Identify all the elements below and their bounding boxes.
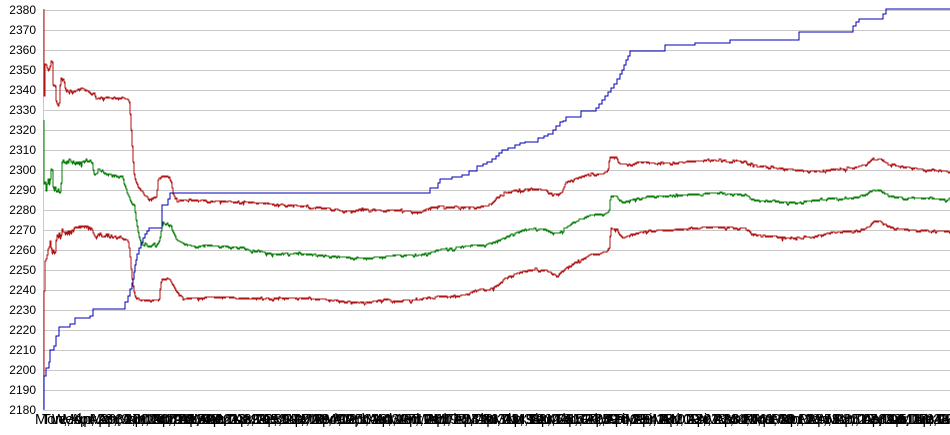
svg-text:Tue, Apr 13, 11:44:56 AM: Tue, Apr 13, 11:44:56 AM [909,412,950,428]
svg-text:Mon, Apr 25, 12:21:39 PM: Mon, Apr 25, 12:21:39 PM [117,412,285,428]
svg-text:2230: 2230 [9,303,36,317]
svg-text:2320: 2320 [9,123,36,137]
svg-text:2270: 2270 [9,223,36,237]
svg-text:Mon, Apr 27, 10:07:13 AM: Mon, Apr 27, 10:07:13 AM [62,412,230,428]
svg-text:Fri, Apr 23, 13:34:46 PM: Fri, Apr 23, 13:34:46 PM [636,412,793,428]
svg-text:2350: 2350 [9,63,36,77]
svg-text:Thu, Apr 12, 13:52:28 PM: Thu, Apr 12, 13:52:28 PM [472,412,637,428]
svg-text:Thu, Apr 13, 12:45:15 PM: Thu, Apr 13, 12:45:15 PM [445,412,610,428]
svg-text:Fri, Apr 21, 9:48:12 AM: Fri, Apr 21, 9:48:12 AM [690,412,838,428]
svg-text:Mon, Apr 28, 9:00:00 AM: Mon, Apr 28, 9:00:00 AM [35,412,195,428]
svg-text:Mon, Apr 18, 12:09:51 PM: Mon, Apr 18, 12:09:51 PM [772,412,940,428]
svg-text:Wed, Apr 15, 10:31:49 AM: Wed, Apr 15, 10:31:49 AM [390,412,559,428]
svg-text:Mon, Apr 19, 11:02:38 AM: Mon, Apr 19, 11:02:38 AM [745,412,912,428]
svg-text:Tue, Apr 21, 10:49:31 AM: Tue, Apr 21, 10:49:31 AM [226,412,390,428]
svg-text:Tue, Apr 15, 9:30:30 AM: Tue, Apr 15, 9:30:30 AM [854,412,950,428]
svg-text:Tue, Apr 20, 11:56:44 AM: Tue, Apr 20, 11:56:44 AM [253,412,416,428]
svg-text:Mon, Apr 16, 14:23:17 PM: Mon, Apr 16, 14:23:17 PM [827,412,950,428]
svg-text:Tue, Apr 22, 9:42:18 AM: Tue, Apr 22, 9:42:18 AM [199,412,355,428]
svg-text:Fri, Apr 24, 12:27:33 PM: Fri, Apr 24, 12:27:33 PM [608,412,765,428]
svg-text:2290: 2290 [9,183,36,197]
svg-text:Tue, Apr 23, 14:35:05 PM: Tue, Apr 23, 14:35:05 PM [172,412,337,428]
svg-text:Fri, Apr 25, 11:20:20 AM: Fri, Apr 25, 11:20:20 AM [581,412,736,428]
svg-text:Tue, Apr 19, 12:03:57 PM: Tue, Apr 19, 12:03:57 PM [281,412,446,428]
svg-text:Wed, Apr 18, 13:10:10 PM: Wed, Apr 18, 13:10:10 PM [308,412,478,428]
svg-text:2210: 2210 [9,343,36,357]
svg-text:2360: 2360 [9,43,36,57]
svg-text:2190: 2190 [9,383,36,397]
svg-text:Thu, Apr 27, 9:06:54 AM: Thu, Apr 27, 9:06:54 AM [526,412,682,428]
svg-text:Wed, Apr 30, 11:42:51 AM: Wed, Apr 30, 11:42:51 AM [52,412,220,428]
svg-text:Wed, Apr 16, 9:24:36 AM: Wed, Apr 16, 9:24:36 AM [363,412,524,428]
svg-text:Tue, Apr 29, 10:15:09 AM: Tue, Apr 29, 10:15:09 AM [42,412,206,428]
svg-text:2240: 2240 [9,283,36,297]
svg-text:2310: 2310 [9,143,36,157]
svg-text:2250: 2250 [9,263,36,277]
svg-text:Mon, Apr 20, 10:55:25 AM: Mon, Apr 20, 10:55:25 AM [718,412,886,428]
svg-text:2380: 2380 [9,3,36,17]
svg-text:Thu, Apr 26, 10:13:07 AM: Thu, Apr 26, 10:13:07 AM [554,412,718,428]
svg-text:2180: 2180 [9,403,36,417]
svg-text:2200: 2200 [9,363,36,377]
svg-text:Thu, Apr 28, 14:59:41 PM: Thu, Apr 28, 14:59:41 PM [499,412,664,428]
svg-text:2300: 2300 [9,163,36,177]
svg-text:2280: 2280 [9,203,36,217]
svg-text:Fri, Apr 22, 14:41:59 PM: Fri, Apr 22, 14:41:59 PM [663,412,820,428]
svg-text:2340: 2340 [9,83,36,97]
svg-text:Wed, Apr 14, 11:38:02 AM: Wed, Apr 14, 11:38:02 AM [417,412,585,428]
svg-text:2260: 2260 [9,243,36,257]
svg-text:2330: 2330 [9,103,36,117]
svg-text:Tue, Apr 12, 12:51:09 PM: Tue, Apr 12, 12:51:09 PM [936,412,950,428]
svg-text:2220: 2220 [9,323,36,337]
svg-text:Mon, Apr 24, 13:28:52 PM: Mon, Apr 24, 13:28:52 PM [144,412,312,428]
svg-text:2370: 2370 [9,23,36,37]
svg-text:Wed, Apr 17, 14:17:23 PM: Wed, Apr 17, 14:17:23 PM [335,412,505,428]
svg-text:Tue, Apr 14, 10:37:43 AM: Tue, Apr 14, 10:37:43 AM [881,412,950,428]
svg-text:Mon, Apr 26, 11:14:26 AM: Mon, Apr 26, 11:14:26 AM [90,412,257,428]
svg-text:Mon, Apr 17, 13:16:04 PM: Mon, Apr 17, 13:16:04 PM [799,412,950,428]
